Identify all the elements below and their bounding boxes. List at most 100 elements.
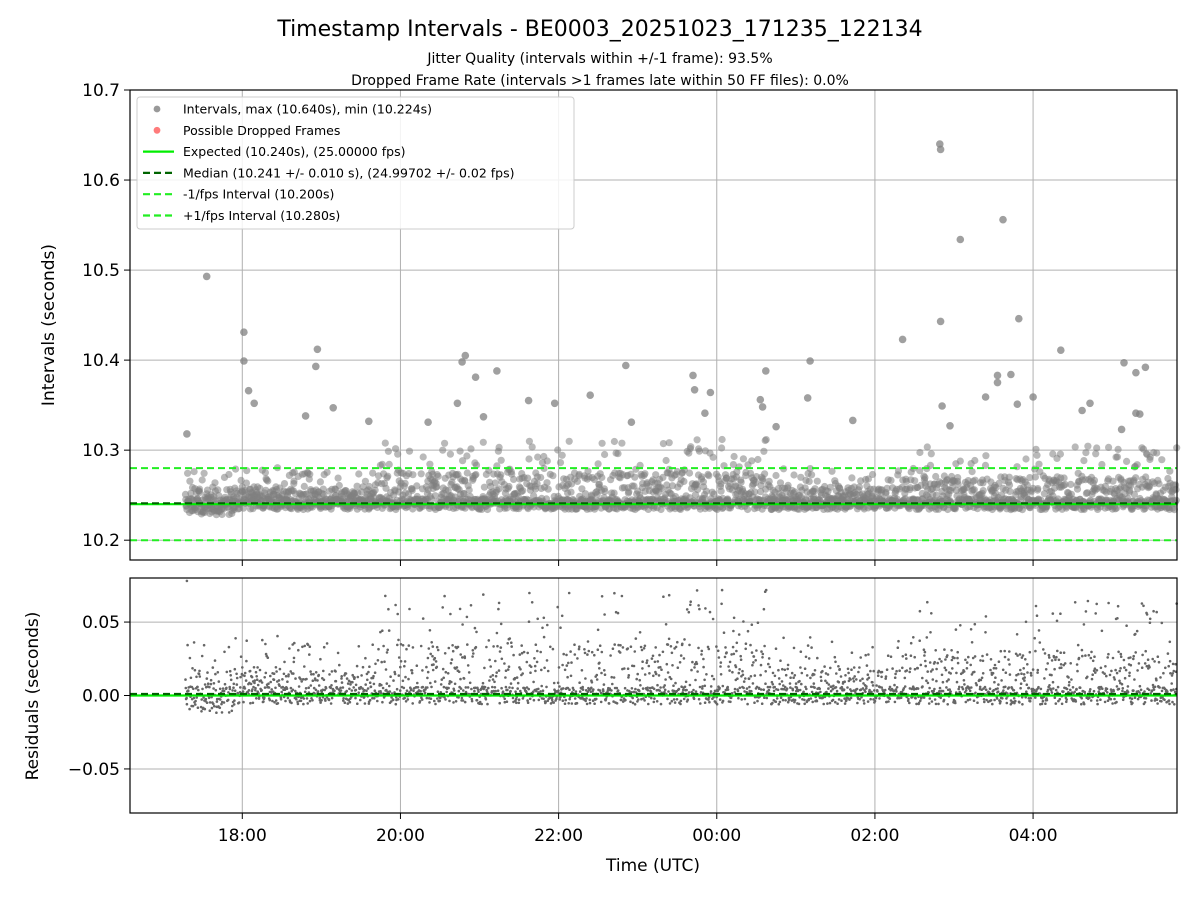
residual-point	[262, 700, 265, 703]
residual-point	[871, 681, 874, 684]
intervals-y-axis-label: Intervals (seconds)	[39, 244, 59, 406]
residual-point	[678, 661, 682, 664]
residual-point	[770, 680, 774, 684]
residual-point	[228, 669, 232, 673]
residual-point	[784, 699, 787, 702]
residual-point	[985, 698, 988, 702]
residual-point	[961, 687, 965, 691]
residual-point	[774, 647, 778, 650]
residual-point	[840, 699, 843, 702]
residual-point	[441, 606, 445, 609]
residual-point	[195, 675, 198, 679]
residual-point	[506, 688, 509, 692]
residual-point	[363, 702, 367, 705]
residual-point	[1018, 653, 1022, 656]
residual-point	[516, 681, 520, 685]
residual-point	[773, 685, 776, 689]
residual-point	[491, 674, 495, 677]
residual-point	[306, 702, 310, 705]
residual-point	[447, 686, 450, 690]
residual-point	[674, 645, 678, 649]
residual-point	[542, 616, 546, 620]
interval-point	[760, 447, 768, 455]
residual-point	[497, 669, 501, 672]
residual-point	[203, 707, 207, 711]
residual-point	[401, 644, 405, 647]
residual-point	[984, 615, 988, 618]
residual-point	[603, 613, 606, 616]
residual-point	[734, 665, 738, 669]
residual-point	[525, 686, 529, 689]
residual-point	[736, 689, 740, 693]
interval-point	[1092, 450, 1100, 458]
residual-point	[461, 699, 465, 702]
residual-point	[980, 688, 983, 691]
interval-point	[497, 456, 505, 464]
residual-point	[999, 649, 1003, 653]
residual-point	[640, 648, 644, 652]
residual-point	[214, 688, 218, 692]
residual-point	[411, 646, 415, 649]
residual-point	[715, 702, 719, 706]
residual-point	[915, 702, 918, 706]
residual-point	[867, 676, 871, 680]
residual-point	[380, 660, 384, 664]
residual-point	[1037, 685, 1040, 689]
residual-point	[858, 697, 861, 701]
residual-point	[671, 664, 674, 667]
residual-point	[1023, 679, 1026, 682]
residual-point	[663, 684, 666, 687]
interval-point	[694, 485, 702, 494]
residual-point	[717, 656, 721, 659]
residual-point	[438, 699, 442, 703]
residual-point	[457, 696, 460, 699]
interval-point	[1112, 504, 1121, 512]
legend-box	[136, 96, 575, 230]
residual-point	[888, 685, 892, 689]
residual-point	[893, 676, 897, 679]
residual-point	[837, 680, 841, 684]
residual-point	[679, 654, 683, 657]
residual-point	[1044, 702, 1047, 705]
residual-point	[220, 711, 224, 714]
residual-point	[194, 699, 197, 703]
residual-point	[565, 653, 568, 657]
residual-point	[304, 687, 308, 690]
residual-point	[188, 707, 191, 711]
residual-point	[620, 698, 623, 702]
interval-outlier-point	[424, 418, 432, 427]
interval-point	[610, 489, 618, 497]
residual-point	[505, 700, 509, 703]
residual-point	[837, 665, 840, 668]
residual-point	[436, 690, 440, 693]
residual-point	[600, 650, 604, 654]
residual-point	[785, 687, 789, 690]
residual-point	[919, 663, 923, 667]
residual-point	[435, 645, 439, 649]
residual-point	[627, 676, 630, 679]
interval-point	[685, 469, 694, 477]
intervals-y-tick-label: 10.7	[82, 81, 120, 101]
residual-point	[428, 701, 431, 704]
residual-point	[415, 664, 419, 667]
residual-point	[546, 669, 550, 673]
residual-point	[648, 686, 652, 690]
residual-point	[354, 683, 358, 687]
residual-point	[843, 697, 846, 700]
residual-point	[333, 689, 336, 693]
residual-point	[920, 696, 923, 700]
residual-point	[816, 656, 819, 660]
residual-point	[206, 671, 209, 674]
residual-point	[506, 668, 510, 671]
residual-point	[891, 667, 894, 670]
residual-point	[385, 682, 389, 685]
residual-point	[812, 682, 816, 685]
residual-point	[945, 680, 949, 683]
residual-point	[634, 687, 637, 691]
residual-point	[279, 698, 283, 701]
dropped-frame-subtitle: Dropped Frame Rate (intervals >1 frames …	[351, 73, 849, 89]
interval-point	[533, 480, 541, 488]
residual-point	[723, 655, 727, 659]
residual-point	[737, 633, 741, 636]
residual-point	[746, 702, 749, 706]
